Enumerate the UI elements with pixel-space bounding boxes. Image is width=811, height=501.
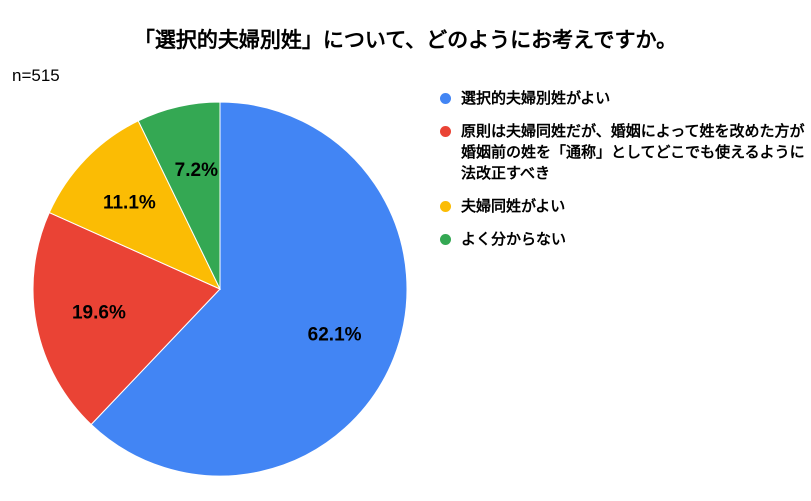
legend-label: よく分からない bbox=[461, 230, 567, 248]
slice-separate-surnames bbox=[90, 101, 408, 477]
slice-dont-know bbox=[137, 101, 221, 290]
slice-value-label: 62.1% bbox=[308, 324, 362, 345]
legend-item-same-surname: 夫婦同姓がよい bbox=[439, 196, 809, 217]
slice-value-label: 7.2% bbox=[175, 160, 218, 181]
sample-size-label: n=515 bbox=[12, 66, 60, 85]
legend-item-separate-surnames: 選択的夫婦別姓がよい bbox=[439, 88, 809, 109]
legend-color-dot bbox=[440, 201, 451, 212]
legend-color-dot bbox=[440, 234, 451, 245]
legend-label: 夫婦同姓がよい bbox=[461, 197, 566, 215]
slice-value-label: 19.6% bbox=[72, 302, 126, 323]
chart-legend: 選択的夫婦別姓がよい 原則は夫婦同姓だが、婚姻によって姓を改めた方が婚姻前の姓を… bbox=[439, 88, 809, 262]
legend-label: 原則は夫婦同姓だが、婚姻によって姓を改めた方が婚姻前の姓を「通称」としてどこでも… bbox=[461, 122, 805, 182]
legend-label: 選択的夫婦別姓がよい bbox=[461, 89, 611, 107]
slice-value-label: 11.1% bbox=[103, 193, 156, 214]
legend-item-common-name-reform: 原則は夫婦同姓だが、婚姻によって姓を改めた方が婚姻前の姓を「通称」としてどこでも… bbox=[439, 121, 809, 184]
slice-common-name-reform bbox=[32, 211, 221, 426]
slice-same-surname bbox=[48, 120, 222, 291]
legend-color-dot bbox=[440, 93, 451, 104]
legend-item-dont-know: よく分からない bbox=[439, 229, 809, 250]
legend-color-dot bbox=[440, 126, 451, 137]
chart-title: 「選択的夫婦別姓」について、どのようにお考えですか。 bbox=[133, 28, 678, 52]
